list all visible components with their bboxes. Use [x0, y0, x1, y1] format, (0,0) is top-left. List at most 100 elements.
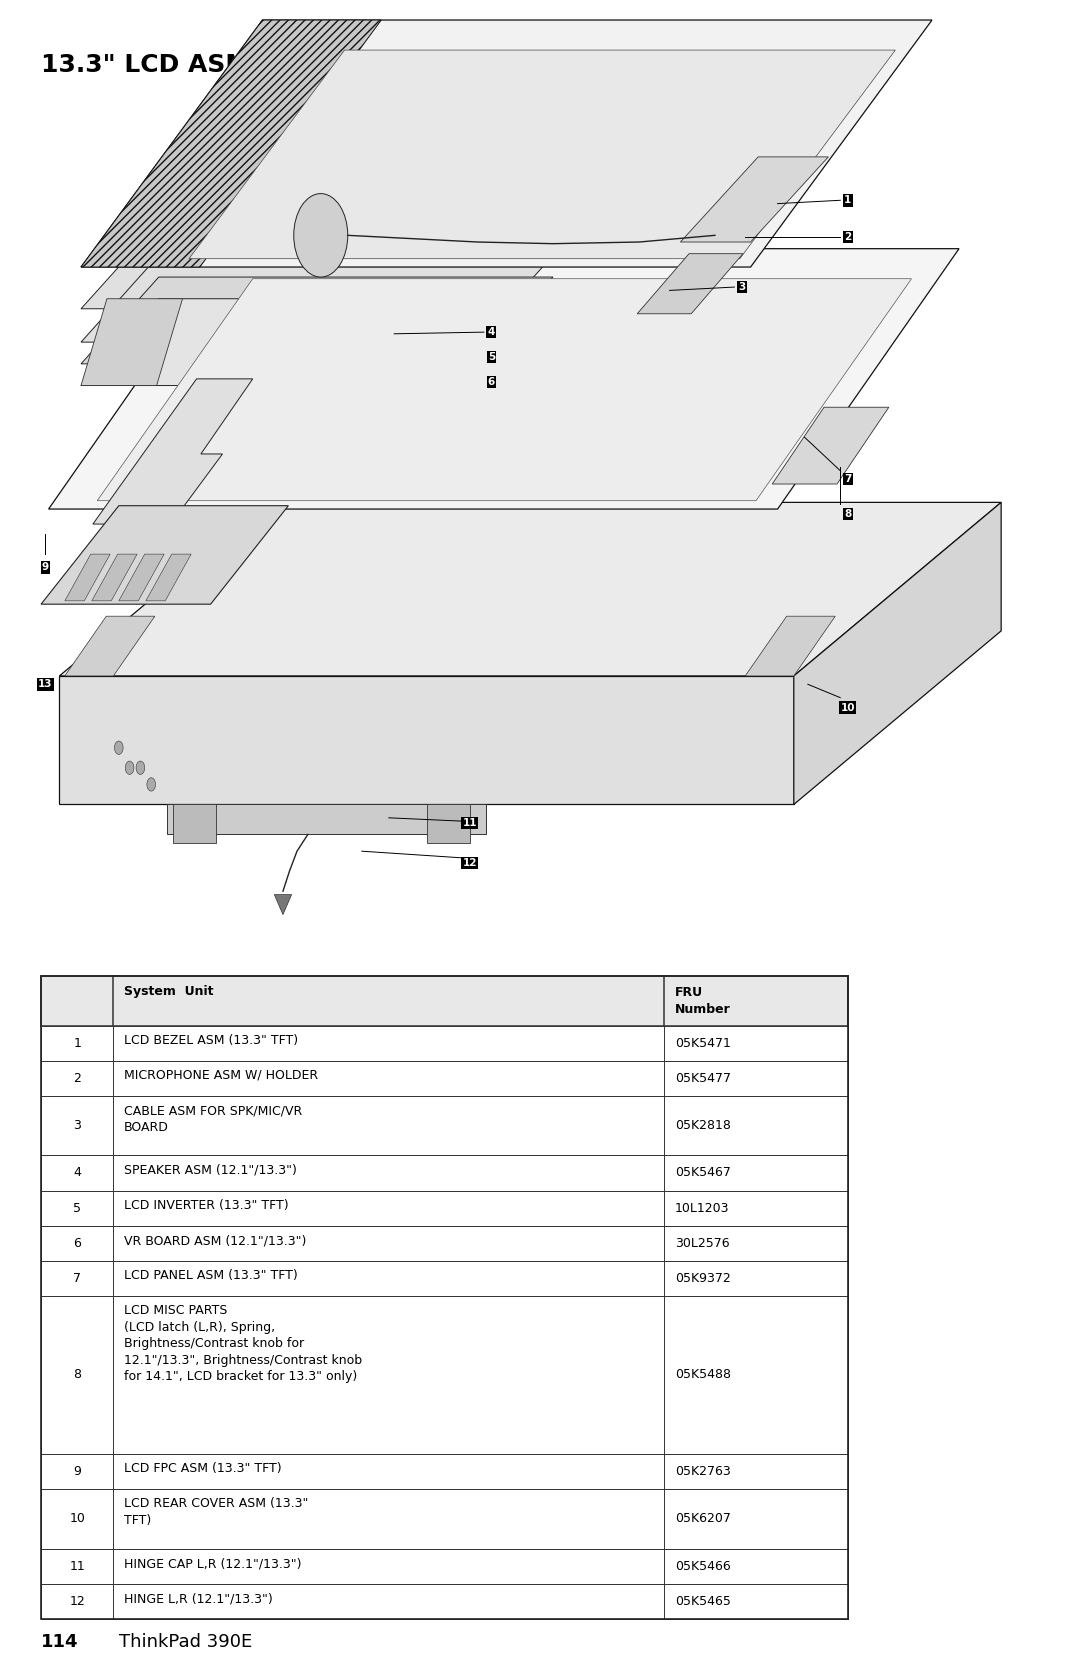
Circle shape [125, 761, 134, 774]
Text: ThinkPad 390E: ThinkPad 390E [119, 1634, 252, 1651]
Text: 114: 114 [41, 1634, 79, 1651]
Polygon shape [65, 554, 110, 601]
Polygon shape [119, 554, 164, 601]
Text: 05K5471: 05K5471 [675, 1036, 731, 1050]
Text: 30L2576: 30L2576 [675, 1237, 730, 1250]
Circle shape [114, 741, 123, 754]
Text: SPEAKER ASM (12.1"/13.3"): SPEAKER ASM (12.1"/13.3") [124, 1163, 297, 1177]
Polygon shape [81, 20, 381, 267]
Text: 05K2818: 05K2818 [675, 1120, 731, 1132]
Polygon shape [146, 554, 191, 601]
Text: 4: 4 [73, 1167, 81, 1180]
Circle shape [136, 761, 145, 774]
Polygon shape [81, 299, 553, 386]
Text: 8: 8 [845, 509, 851, 519]
Text: 2: 2 [73, 1071, 81, 1085]
Text: 05K5465: 05K5465 [675, 1596, 731, 1607]
Polygon shape [59, 502, 1001, 676]
Bar [41, 1225, 848, 1260]
Bar [41, 1549, 848, 1584]
Text: 05K5488: 05K5488 [675, 1369, 731, 1382]
Polygon shape [274, 895, 292, 915]
Text: 3: 3 [739, 282, 745, 292]
Polygon shape [81, 194, 482, 309]
Text: 2: 2 [845, 232, 851, 242]
Circle shape [294, 194, 348, 277]
Polygon shape [97, 279, 912, 501]
Polygon shape [189, 50, 895, 259]
Text: LCD MISC PARTS
(LCD latch (L,R), Spring,
Brightness/Contrast knob for
12.1"/13.3: LCD MISC PARTS (LCD latch (L,R), Spring,… [124, 1303, 362, 1384]
Text: FRU
Number: FRU Number [675, 986, 731, 1016]
Bar [41, 1190, 848, 1225]
Bar [41, 1260, 848, 1295]
Polygon shape [49, 249, 959, 509]
Bar [41, 1584, 848, 1619]
Bar [41, 1489, 848, 1549]
Text: 3: 3 [73, 1120, 81, 1132]
Text: LCD PANEL ASM (13.3" TFT): LCD PANEL ASM (13.3" TFT) [124, 1268, 298, 1282]
Polygon shape [81, 20, 932, 267]
Text: 1: 1 [73, 1036, 81, 1050]
Bar [41, 976, 848, 1025]
Polygon shape [794, 502, 1001, 804]
Polygon shape [65, 616, 154, 676]
Bar [41, 1060, 848, 1097]
Polygon shape [167, 804, 486, 834]
Text: 6: 6 [73, 1237, 81, 1250]
Text: HINGE CAP L,R (12.1"/13.3"): HINGE CAP L,R (12.1"/13.3") [124, 1557, 301, 1571]
Text: 5: 5 [488, 352, 495, 362]
Text: CABLE ASM FOR SPK/MIC/VR
BOARD: CABLE ASM FOR SPK/MIC/VR BOARD [124, 1105, 302, 1133]
Polygon shape [92, 554, 137, 601]
Text: System  Unit: System Unit [124, 985, 214, 998]
Text: 5: 5 [73, 1202, 81, 1215]
Bar [41, 1454, 848, 1489]
Text: LCD BEZEL ASM (13.3" TFT): LCD BEZEL ASM (13.3" TFT) [124, 1033, 298, 1046]
Text: 10: 10 [840, 703, 855, 713]
Text: 4: 4 [488, 327, 495, 337]
Text: 05K5466: 05K5466 [675, 1561, 731, 1572]
Text: 8: 8 [73, 1369, 81, 1382]
Text: 12: 12 [69, 1596, 85, 1607]
Text: HINGE L,R (12.1"/13.3"): HINGE L,R (12.1"/13.3") [124, 1592, 273, 1606]
Bar [41, 976, 848, 1619]
Circle shape [147, 778, 156, 791]
Text: 7: 7 [73, 1272, 81, 1285]
Text: 05K9372: 05K9372 [675, 1272, 731, 1285]
Text: 05K5477: 05K5477 [675, 1071, 731, 1085]
Text: 11: 11 [462, 818, 477, 828]
Text: MICROPHONE ASM W/ HOLDER: MICROPHONE ASM W/ HOLDER [124, 1068, 319, 1082]
Text: 10: 10 [69, 1512, 85, 1525]
Text: 9: 9 [42, 562, 49, 572]
Polygon shape [772, 407, 889, 484]
Polygon shape [745, 616, 835, 676]
Text: 9: 9 [73, 1465, 81, 1479]
Text: 05K2763: 05K2763 [675, 1465, 731, 1479]
Polygon shape [680, 157, 828, 242]
Bar [41, 1155, 848, 1190]
Polygon shape [81, 255, 553, 342]
Text: VR BOARD ASM (12.1"/13.3"): VR BOARD ASM (12.1"/13.3") [124, 1233, 307, 1247]
Bar [41, 1295, 848, 1454]
Text: 05K6207: 05K6207 [675, 1512, 731, 1525]
Text: 13: 13 [38, 679, 53, 689]
Polygon shape [81, 277, 553, 364]
Polygon shape [427, 804, 470, 843]
Text: 1: 1 [845, 195, 851, 205]
Polygon shape [93, 379, 253, 524]
Text: 11: 11 [69, 1561, 85, 1572]
Text: 13.3" LCD ASM Parts Listing: 13.3" LCD ASM Parts Listing [41, 53, 437, 77]
Text: 12: 12 [462, 858, 477, 868]
Bar [41, 1025, 848, 1060]
Text: 7: 7 [845, 474, 851, 484]
Text: 05K5467: 05K5467 [675, 1167, 731, 1180]
Text: LCD FPC ASM (13.3" TFT): LCD FPC ASM (13.3" TFT) [124, 1462, 282, 1475]
Text: LCD REAR COVER ASM (13.3"
TFT): LCD REAR COVER ASM (13.3" TFT) [124, 1497, 309, 1527]
Text: 10L1203: 10L1203 [675, 1202, 729, 1215]
Text: LCD INVERTER (13.3" TFT): LCD INVERTER (13.3" TFT) [124, 1198, 288, 1212]
Polygon shape [81, 299, 183, 386]
Polygon shape [59, 676, 794, 804]
Bar [41, 1097, 848, 1155]
Polygon shape [173, 804, 216, 843]
Polygon shape [41, 506, 288, 604]
Polygon shape [637, 254, 743, 314]
